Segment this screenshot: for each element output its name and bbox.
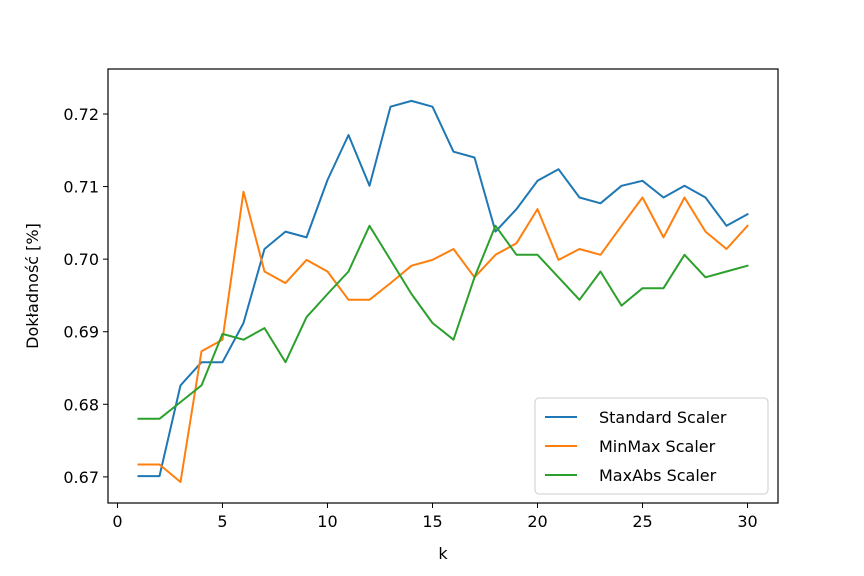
y-axis-label: Dokładność [%]	[23, 223, 42, 349]
x-tick-label: 20	[527, 512, 547, 531]
y-tick-label: 0.67	[63, 468, 99, 487]
x-tick-label: 25	[632, 512, 652, 531]
x-axis-ticks: 0 5 10 15 20 25 30	[112, 503, 758, 531]
legend-label-1: MinMax Scaler	[599, 437, 716, 456]
legend-box	[534, 397, 769, 495]
series-line-1	[137, 190, 749, 483]
legend-label-2: MaxAbs Scaler	[599, 466, 717, 485]
y-axis-ticks: 0.67 0.68 0.69 0.70 0.71 0.72	[63, 105, 108, 487]
y-tick-label: 0.72	[63, 105, 99, 124]
x-tick-label: 10	[317, 512, 337, 531]
y-tick-label: 0.68	[63, 395, 99, 414]
y-tick-label: 0.69	[63, 323, 99, 342]
series-line-2	[137, 224, 749, 420]
x-axis-label: k	[438, 544, 448, 563]
y-tick-label: 0.70	[63, 250, 99, 269]
x-tick-label: 5	[217, 512, 227, 531]
x-tick-label: 30	[737, 512, 757, 531]
legend-label-0: Standard Scaler	[599, 408, 727, 427]
legend: Standard Scaler MinMax Scaler MaxAbs Scale…	[534, 397, 769, 495]
series-line-0	[137, 99, 749, 478]
x-tick-label: 15	[422, 512, 442, 531]
plot-frame	[107, 68, 779, 504]
y-tick-label: 0.71	[63, 178, 99, 197]
x-tick-label: 0	[112, 512, 122, 531]
series-lines	[137, 99, 749, 483]
